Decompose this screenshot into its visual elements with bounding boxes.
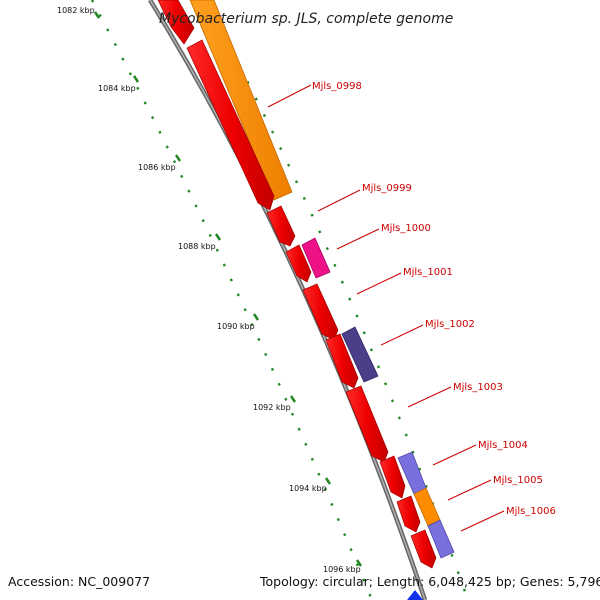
- gene-label-1005[interactable]: Mjls_1005: [493, 475, 543, 486]
- cds-arrow-1004: [379, 455, 406, 499]
- gene-label-0999[interactable]: Mjls_0999: [362, 183, 412, 194]
- tick-label: 1096 kbp: [323, 565, 361, 574]
- gene-labels: Mjls_0998 Mjls_0999 Mjls_1000 Mjls_1001 …: [312, 81, 556, 517]
- rna-feature-bottom: [407, 590, 423, 600]
- cds-arrow-top: [157, 0, 195, 45]
- gene-label-1001[interactable]: Mjls_1001: [403, 267, 453, 278]
- gene-label-1006[interactable]: Mjls_1006: [506, 506, 556, 517]
- genome-title: Mycobacterium sp. JLS, complete genome: [159, 11, 453, 27]
- accession-text: Accession: NC_009077: [8, 574, 150, 589]
- gene-label-1003[interactable]: Mjls_1003: [453, 382, 503, 393]
- cds-arrow-1001: [302, 283, 339, 341]
- cds-arrow-0998: [186, 39, 275, 211]
- tick-label: 1088 kbp: [178, 242, 216, 251]
- feature-light-purple-1006: [427, 519, 455, 559]
- leader-lines: [267, 84, 505, 532]
- cds-arrow-0999: [266, 205, 296, 247]
- tick-label: 1092 kbp: [253, 403, 291, 412]
- tick-label: 1086 kbp: [138, 163, 176, 172]
- gene-label-1002[interactable]: Mjls_1002: [425, 319, 475, 330]
- cds-arrow-1002: [325, 333, 359, 389]
- tick-labels: 1082 kbp 1084 kbp 1086 kbp 1088 kbp 1090…: [57, 6, 361, 574]
- feature-pink-1000: [301, 237, 331, 279]
- cds-arrows: [157, 0, 437, 600]
- tick-label: 1082 kbp: [57, 6, 95, 15]
- feature-orange-0998: [189, 0, 293, 201]
- cds-arrow-1000: [285, 244, 312, 283]
- cds-arrow-1003: [345, 385, 389, 463]
- feature-dark-purple-1002: [341, 326, 379, 383]
- tick-label: 1090 kbp: [217, 322, 255, 331]
- gene-label-1004[interactable]: Mjls_1004: [478, 440, 528, 451]
- gene-label-1000[interactable]: Mjls_1000: [381, 223, 431, 234]
- cds-arrow-1005: [396, 495, 421, 533]
- genome-backbone: [148, 0, 428, 600]
- cds-arrow-1006: [410, 529, 437, 569]
- major-ticks: [93, 11, 363, 567]
- tick-label: 1094 kbp: [289, 484, 327, 493]
- gene-label-0998[interactable]: Mjls_0998: [312, 81, 362, 92]
- topology-text: Topology: circular; Length: 6,048,425 bp…: [259, 574, 600, 589]
- tick-label: 1084 kbp: [98, 84, 136, 93]
